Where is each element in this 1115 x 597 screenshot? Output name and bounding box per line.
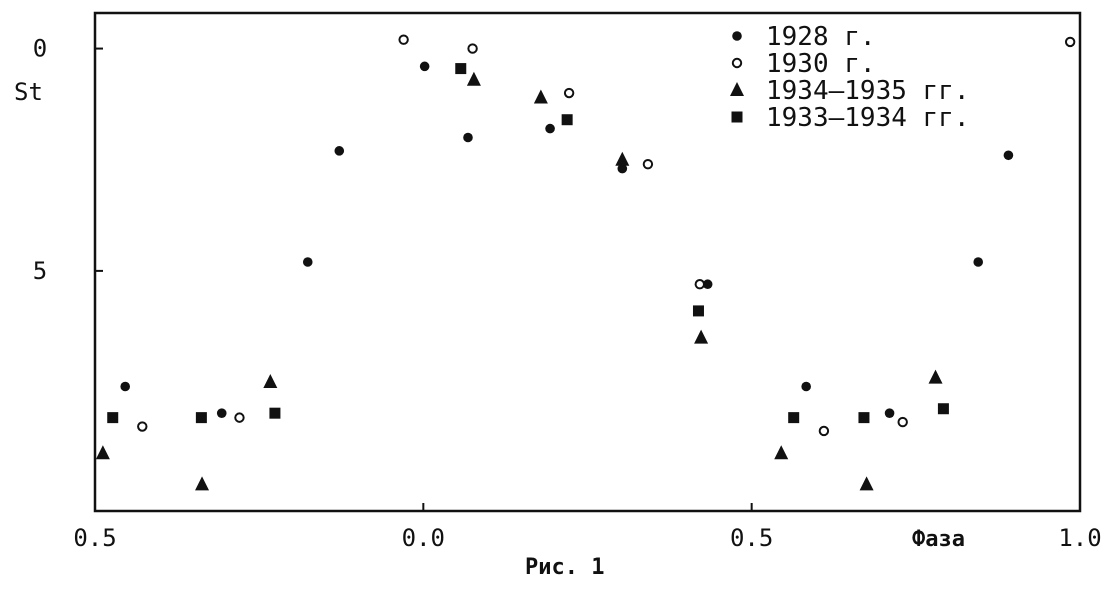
x-tick-label: 0.5	[730, 524, 773, 552]
legend-marker-3	[730, 82, 744, 96]
y-tick-label: 0	[33, 35, 47, 63]
data-point-series-1	[334, 146, 345, 156]
data-point-series-2	[897, 416, 908, 428]
data-point-series-1	[1003, 150, 1014, 161]
data-point-series-4	[692, 305, 704, 317]
data-point-series-3	[95, 445, 110, 460]
data-point-series-1	[801, 381, 811, 392]
data-point-series-3	[774, 445, 789, 460]
data-point-series-3	[615, 151, 630, 166]
x-axis-label: Фаза	[912, 527, 965, 552]
data-point-series-1	[463, 132, 473, 143]
data-point-series-3	[466, 71, 481, 86]
figure-caption: Рис. 1	[525, 555, 604, 580]
data-point-series-2	[398, 34, 409, 45]
data-point-series-1	[120, 381, 131, 392]
x-tick-label: 0.5	[73, 524, 116, 552]
data-point-series-2	[234, 412, 245, 423]
data-point-series-3	[859, 476, 874, 491]
data-point-series-3	[694, 329, 709, 344]
legend-label-3: 1934–1935 гг.	[766, 76, 970, 106]
plot-frame	[93, 11, 1082, 513]
data-point-series-1	[545, 123, 555, 134]
legend: 1928 г.1930 г.1934–1935 гг.1933–1934 гг.	[730, 22, 970, 133]
data-point-series-4	[269, 407, 281, 419]
data-point-series-4	[788, 412, 800, 424]
data-point-series-2	[642, 158, 654, 170]
data-point-series-1	[884, 408, 895, 418]
data-point-series-3	[263, 374, 278, 389]
data-point-series-3	[928, 369, 943, 384]
legend-marker-1	[732, 31, 742, 41]
x-tick-label: 1.0	[1058, 524, 1101, 552]
y-axis-label: St	[14, 78, 43, 106]
data-point-series-1	[702, 279, 713, 290]
data-points	[95, 34, 1076, 491]
data-point-series-4	[195, 412, 207, 424]
legend-label-2: 1930 г.	[766, 49, 876, 79]
data-point-series-4	[107, 412, 119, 424]
data-point-series-2	[1064, 36, 1076, 48]
x-axis-ticks: 0.5 0.0 0.5 1.0	[73, 503, 1102, 552]
data-point-series-1	[216, 408, 227, 418]
y-tick-label: 5	[33, 257, 47, 285]
data-point-series-4	[455, 63, 467, 75]
data-point-series-2	[563, 87, 575, 99]
data-point-series-1	[419, 61, 430, 72]
data-point-series-4	[561, 114, 573, 126]
legend-label-4: 1933–1934 гг.	[766, 103, 970, 133]
data-point-series-1	[302, 257, 313, 267]
data-point-series-4	[858, 412, 870, 424]
legend-label-1: 1928 г.	[766, 22, 876, 52]
data-point-series-1	[973, 257, 984, 267]
data-point-series-2	[137, 421, 148, 432]
y-axis-ticks: 05	[33, 35, 103, 285]
x-tick-label: 0.0	[402, 524, 445, 552]
data-point-series-2	[694, 279, 705, 290]
data-point-series-2	[467, 43, 478, 54]
data-point-series-1	[617, 163, 628, 174]
data-point-series-2	[818, 425, 830, 437]
legend-marker-2	[731, 57, 743, 69]
data-point-series-4	[937, 403, 949, 415]
data-point-series-3	[195, 476, 210, 491]
legend-marker-4	[731, 111, 743, 123]
data-point-series-3	[533, 89, 548, 104]
